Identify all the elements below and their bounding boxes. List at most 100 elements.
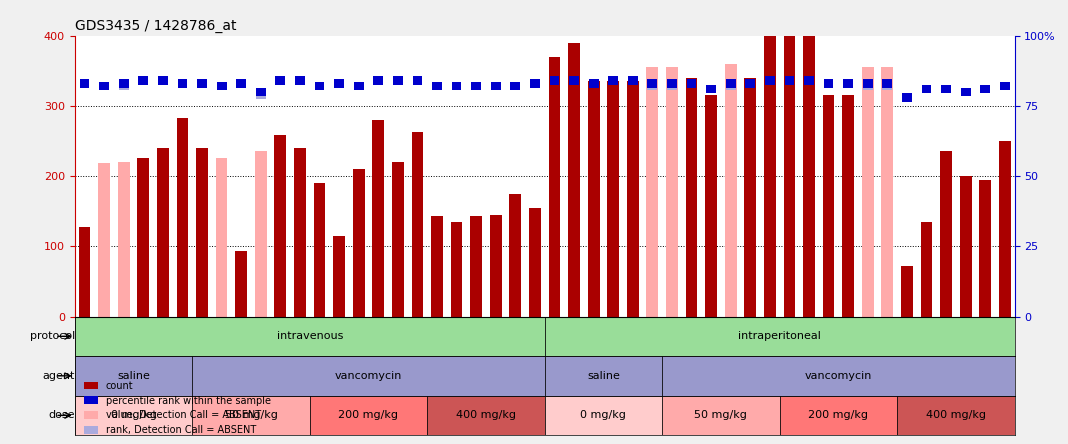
Bar xyxy=(706,85,716,93)
Bar xyxy=(393,76,403,85)
Bar xyxy=(411,132,423,317)
Text: agent: agent xyxy=(43,371,75,381)
Bar xyxy=(99,82,109,90)
Bar xyxy=(545,396,662,435)
Bar xyxy=(764,36,775,317)
Bar xyxy=(745,79,755,87)
Bar xyxy=(609,76,618,85)
Bar xyxy=(235,251,247,317)
Bar xyxy=(545,356,662,396)
Bar xyxy=(662,396,780,435)
Text: 0 mg/kg: 0 mg/kg xyxy=(581,410,626,420)
Bar xyxy=(979,179,991,317)
Bar xyxy=(844,79,853,87)
Text: 50 mg/kg: 50 mg/kg xyxy=(224,410,278,420)
Text: 400 mg/kg: 400 mg/kg xyxy=(926,410,986,420)
Text: vancomycin: vancomycin xyxy=(334,371,403,381)
Text: vancomycin: vancomycin xyxy=(804,371,873,381)
Bar xyxy=(192,396,310,435)
Bar xyxy=(726,82,736,90)
Bar xyxy=(433,82,442,90)
Bar xyxy=(354,82,363,90)
Bar xyxy=(192,356,545,396)
Bar xyxy=(862,67,874,317)
Bar xyxy=(803,36,815,317)
Bar xyxy=(529,208,540,317)
Bar xyxy=(491,82,501,90)
Bar xyxy=(75,356,192,396)
Bar xyxy=(256,87,266,96)
Bar xyxy=(412,76,422,85)
Bar xyxy=(568,43,580,317)
Bar xyxy=(784,36,796,317)
Bar xyxy=(236,79,246,87)
Bar xyxy=(75,317,545,356)
Bar xyxy=(627,81,639,317)
Text: intraperitoneal: intraperitoneal xyxy=(738,331,821,341)
Bar xyxy=(431,216,443,317)
Bar xyxy=(471,82,481,90)
Text: 400 mg/kg: 400 mg/kg xyxy=(456,410,516,420)
Bar xyxy=(98,163,110,317)
Bar xyxy=(198,79,207,87)
Bar xyxy=(822,95,834,317)
Bar xyxy=(176,118,188,317)
Bar xyxy=(960,176,972,317)
Bar xyxy=(295,76,304,85)
Text: 0 mg/kg: 0 mg/kg xyxy=(111,410,156,420)
Bar xyxy=(119,79,128,87)
Bar xyxy=(863,82,873,90)
Bar xyxy=(902,93,912,102)
Bar xyxy=(334,79,344,87)
Bar xyxy=(744,78,756,317)
Bar xyxy=(216,159,227,317)
Bar xyxy=(158,76,168,85)
Bar xyxy=(255,151,267,317)
Bar xyxy=(881,67,893,317)
Bar xyxy=(588,79,598,87)
Bar xyxy=(785,76,795,85)
Bar xyxy=(901,266,913,317)
Bar xyxy=(157,148,169,317)
Bar xyxy=(662,356,1015,396)
Bar xyxy=(897,396,1015,435)
Bar xyxy=(780,396,897,435)
Bar xyxy=(941,85,951,93)
Bar xyxy=(647,79,657,87)
Bar xyxy=(117,162,129,317)
Bar xyxy=(961,87,971,96)
Bar xyxy=(217,82,226,90)
Bar xyxy=(843,95,854,317)
Bar xyxy=(668,79,677,87)
Bar xyxy=(310,396,427,435)
Bar xyxy=(80,79,90,87)
Bar xyxy=(999,141,1010,317)
Bar xyxy=(882,82,892,90)
Bar xyxy=(333,236,345,317)
Bar xyxy=(545,317,1015,356)
Bar xyxy=(882,79,892,87)
Bar xyxy=(373,120,384,317)
Bar xyxy=(427,396,545,435)
Bar xyxy=(549,56,561,317)
Bar xyxy=(352,169,364,317)
Bar xyxy=(666,67,678,317)
Bar xyxy=(530,79,539,87)
Bar xyxy=(314,183,326,317)
Bar xyxy=(646,67,658,317)
Bar xyxy=(940,151,952,317)
Bar xyxy=(392,162,404,317)
Bar xyxy=(256,90,266,99)
Bar xyxy=(452,82,461,90)
Bar xyxy=(79,226,91,317)
Bar xyxy=(823,79,833,87)
Text: 50 mg/kg: 50 mg/kg xyxy=(694,410,748,420)
Bar xyxy=(1000,82,1009,90)
Text: protocol: protocol xyxy=(30,331,75,341)
Bar xyxy=(315,82,325,90)
Bar xyxy=(374,76,383,85)
Bar xyxy=(668,82,677,90)
Bar xyxy=(509,194,521,317)
Bar xyxy=(921,222,932,317)
Bar xyxy=(119,82,128,90)
